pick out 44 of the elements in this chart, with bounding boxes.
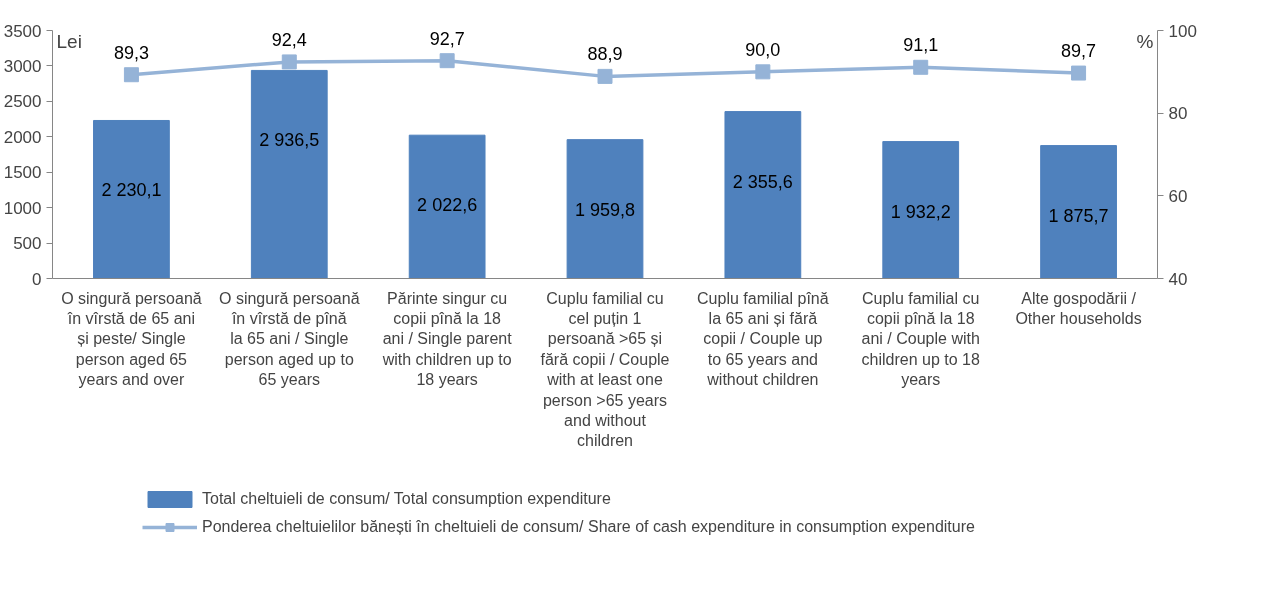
y-tick-label: 1000	[3, 198, 42, 218]
data-label: 2 355,6	[732, 171, 793, 192]
bar	[250, 69, 328, 279]
legend-label: Ponderea cheltuielilor bănești în cheltuieli de consum/ Share of cash expenditure in consumption expenditure	[202, 518, 975, 536]
y-tick-label: 3500	[3, 21, 42, 41]
bar	[566, 139, 644, 279]
y2-tick-label: 40	[1168, 269, 1188, 289]
x-tick-label: Părinte singur cu copii pînă la 18 ani / Single parent with children up to 18 years	[381, 289, 513, 389]
x-tick-label: Cuplu familial pînă la 65 ani și fără copii / Couple up to 65 years and without children	[697, 289, 829, 389]
data-label: 90,0	[745, 39, 781, 60]
y-tick-label: 500	[13, 234, 42, 254]
y-tick-label: 2500	[3, 92, 42, 112]
data-label: 2 022,6	[417, 195, 478, 216]
x-tick-label: O singură persoană în vîrstă de 65 ani și peste/ Single person aged 65 years and over	[61, 289, 202, 389]
y-tick-label: 0	[32, 269, 42, 289]
y-tick-label: 2000	[3, 127, 42, 147]
bar	[1040, 145, 1117, 279]
y2-tick-label: 100	[1168, 21, 1197, 41]
data-label: 1 875,7	[1048, 205, 1109, 226]
bar	[882, 141, 960, 279]
x-tick-label: Cuplu familial cu cel puțin 1 persoană >65 și fără copii / Couple with at least one person >65 years and without children	[540, 289, 670, 450]
data-label: 92,4	[271, 29, 307, 50]
data-label: 2 230,1	[101, 180, 162, 201]
data-label: 89,3	[113, 42, 149, 63]
y-axis-title: Lei	[56, 30, 82, 52]
data-label: 89,7	[1061, 41, 1097, 62]
data-label: 91,1	[903, 35, 939, 56]
y2-axis-title: %	[1136, 30, 1154, 52]
y2-tick-label: 60	[1168, 186, 1188, 206]
bar	[408, 134, 486, 279]
y2-tick-label: 80	[1168, 104, 1188, 124]
data-label: 2 936,5	[259, 130, 320, 151]
data-label: 92,7	[429, 28, 465, 49]
data-label: 1 959,8	[574, 199, 636, 220]
x-tick-label: Cuplu familial cu copii pînă la 18 ani / Couple with children up to 18 years	[861, 289, 980, 389]
data-label: 1 932,2	[890, 201, 951, 222]
data-label: 88,9	[587, 44, 623, 65]
legend-label: Total cheltuieli de consum/ Total consumption expenditure	[202, 490, 611, 508]
bar	[93, 119, 170, 279]
bar	[724, 111, 802, 279]
x-tick-label: O singură persoană în vîrstă de pînă la 65 ani / Single person aged up to 65 years	[219, 289, 360, 389]
y-tick-label: 1500	[3, 163, 42, 183]
x-tick-label: Alte gospodării / Other households	[1015, 289, 1142, 327]
y-tick-label: 3000	[3, 56, 42, 76]
